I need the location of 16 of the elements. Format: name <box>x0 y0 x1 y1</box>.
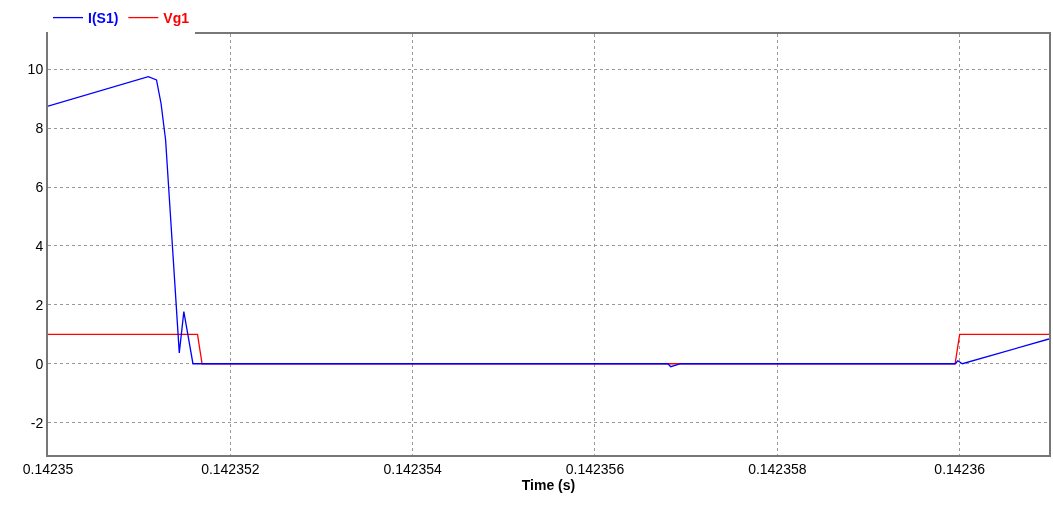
y-tick-label: 0 <box>35 355 44 372</box>
legend-label: Vg1 <box>163 10 190 27</box>
y-tick-label: 10 <box>27 61 44 78</box>
x-tick-label: 0.14236 <box>934 460 986 477</box>
x-tick-label: 0.142354 <box>383 460 443 477</box>
x-tick-label: 0.142352 <box>201 460 260 477</box>
legend-label: I(S1) <box>88 10 119 27</box>
y-tick-label: 4 <box>35 237 44 254</box>
x-tick-label: 0.14235 <box>22 460 74 477</box>
x-tick-label: 0.142358 <box>748 460 807 477</box>
x-axis-title: Time (s) <box>521 476 576 493</box>
x-tick-label: 0.142356 <box>565 460 625 477</box>
y-tick-label: 6 <box>35 178 44 195</box>
y-tick-label: 8 <box>35 120 44 137</box>
y-tick-label: -2 <box>30 414 44 431</box>
y-tick-label: 2 <box>35 296 44 313</box>
